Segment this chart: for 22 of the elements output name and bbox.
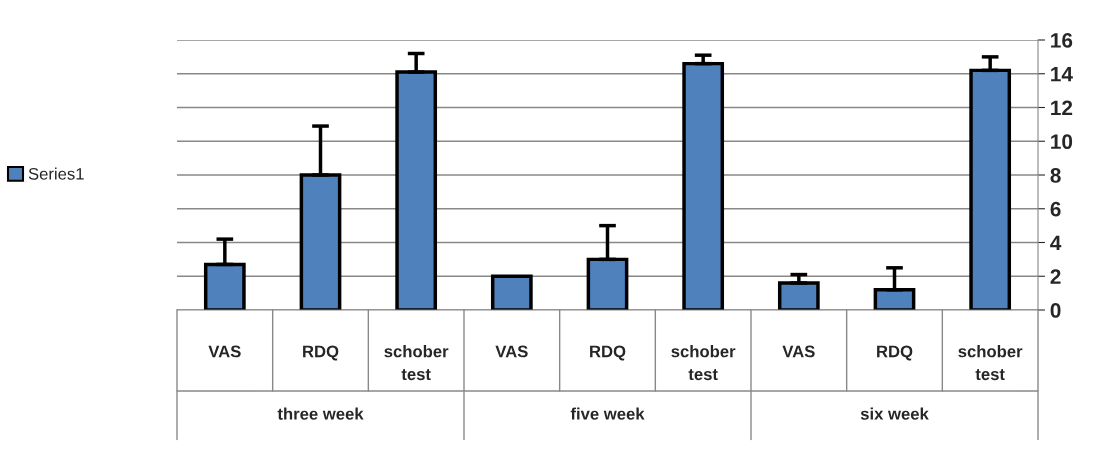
legend-label: Series1 [28,167,84,180]
y-tick-label: 12 [1051,100,1073,116]
y-tick-label: 0 [1050,303,1061,318]
y-tick-label: 16 [1051,33,1073,48]
y-tick-label: 10 [1051,134,1073,149]
x-tick-label: VAS [782,345,815,358]
text: six week [860,407,929,420]
text: three week [277,407,364,420]
x-tick-label: RDQ [877,345,913,361]
x-tick-label: VAS [495,345,528,358]
text: five week [570,407,645,420]
x-tick-label: RDQ [590,345,626,361]
y-tick-label: 14 [1051,66,1073,82]
y-tick-label: 4 [1050,235,1062,251]
y-tick-label: 8 [1050,168,1061,183]
y-tick-label: 6 [1050,201,1061,217]
x-tick-label: VAS [208,345,241,358]
x-tick-label: RDQ [303,345,339,361]
x-tick-label: schober test [671,345,736,381]
x-tick-label: schober test [958,345,1023,381]
x-tick-label: schober test [384,345,449,381]
y-tick-label: 2 [1050,269,1061,284]
